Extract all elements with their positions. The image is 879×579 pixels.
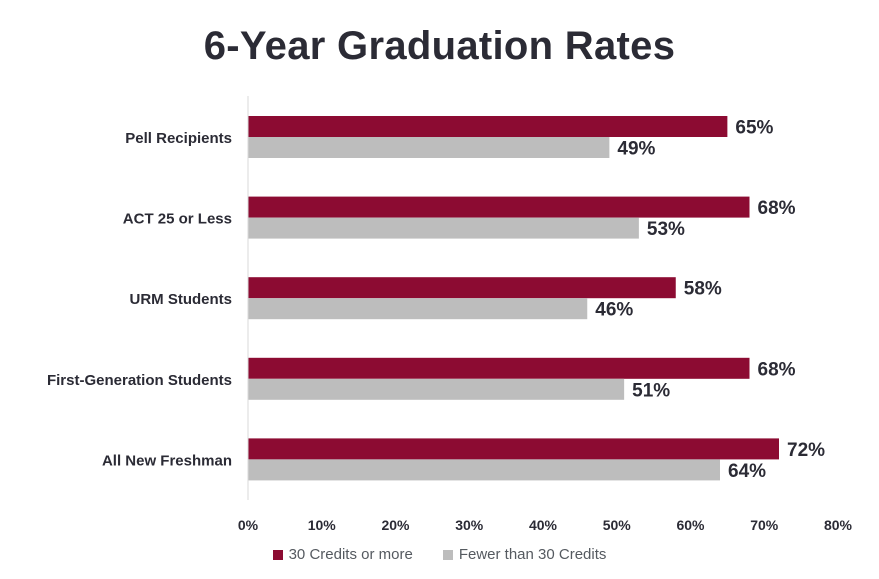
category-labels: Pell Recipients ACT 25 or Less URM Student… bbox=[47, 130, 232, 469]
x-tick-label: 0% bbox=[238, 517, 259, 533]
category-label: URM Students bbox=[130, 291, 233, 308]
x-tick-label: 40% bbox=[529, 517, 558, 533]
x-tick-label: 10% bbox=[308, 517, 337, 533]
legend-item-series-1: 30 Credits or more bbox=[272, 546, 413, 563]
x-tick-label: 50% bbox=[603, 517, 632, 533]
data-label: 46% bbox=[595, 300, 633, 321]
legend-label-series-1: 30 Credits or more bbox=[288, 546, 413, 563]
x-tick-labels: 0% 10% 20% 30% 40% 50% 60% 70% 80% bbox=[238, 517, 853, 533]
bar-series-1 bbox=[248, 277, 676, 299]
data-label: 64% bbox=[728, 461, 766, 482]
data-label: 53% bbox=[647, 219, 685, 240]
data-label: 49% bbox=[617, 139, 655, 160]
legend-swatch-series-2 bbox=[442, 549, 453, 560]
data-label: 58% bbox=[684, 279, 722, 300]
x-tick-label: 30% bbox=[455, 517, 484, 533]
data-label: 65% bbox=[735, 118, 773, 139]
data-label: 72% bbox=[787, 440, 825, 461]
category-label: First-Generation Students bbox=[47, 372, 232, 389]
bar-series-2 bbox=[248, 459, 720, 481]
legend-item-series-2: Fewer than 30 Credits bbox=[442, 546, 607, 563]
chart-title: 6-Year Graduation Rates bbox=[203, 24, 676, 68]
bar-series-1 bbox=[248, 196, 750, 218]
category-label: Pell Recipients bbox=[125, 130, 232, 147]
x-tick-label: 80% bbox=[824, 517, 853, 533]
bars bbox=[248, 116, 779, 481]
legend: 30 Credits or more Fewer than 30 Credits bbox=[0, 546, 879, 563]
bar-series-1 bbox=[248, 357, 750, 379]
legend-label-series-2: Fewer than 30 Credits bbox=[458, 546, 607, 563]
data-label: 68% bbox=[758, 359, 796, 380]
bar-series-1 bbox=[248, 438, 779, 460]
data-labels: 65% 49% 68% 53% 58% 46% 68% 51% 72% 64% bbox=[595, 118, 825, 482]
category-label: ACT 25 or Less bbox=[123, 211, 232, 228]
data-label: 51% bbox=[632, 380, 670, 401]
x-tick-label: 20% bbox=[381, 517, 410, 533]
category-label: All New Freshman bbox=[102, 452, 232, 469]
bar-series-2 bbox=[248, 137, 610, 158]
data-label: 68% bbox=[758, 198, 796, 219]
bar-series-2 bbox=[248, 217, 639, 239]
x-tick-label: 70% bbox=[750, 517, 779, 533]
bar-series-1 bbox=[248, 116, 728, 137]
x-tick-label: 60% bbox=[676, 517, 705, 533]
legend-swatch-series-1 bbox=[272, 549, 283, 560]
bar-series-2 bbox=[248, 378, 625, 400]
bar-series-2 bbox=[248, 298, 588, 320]
